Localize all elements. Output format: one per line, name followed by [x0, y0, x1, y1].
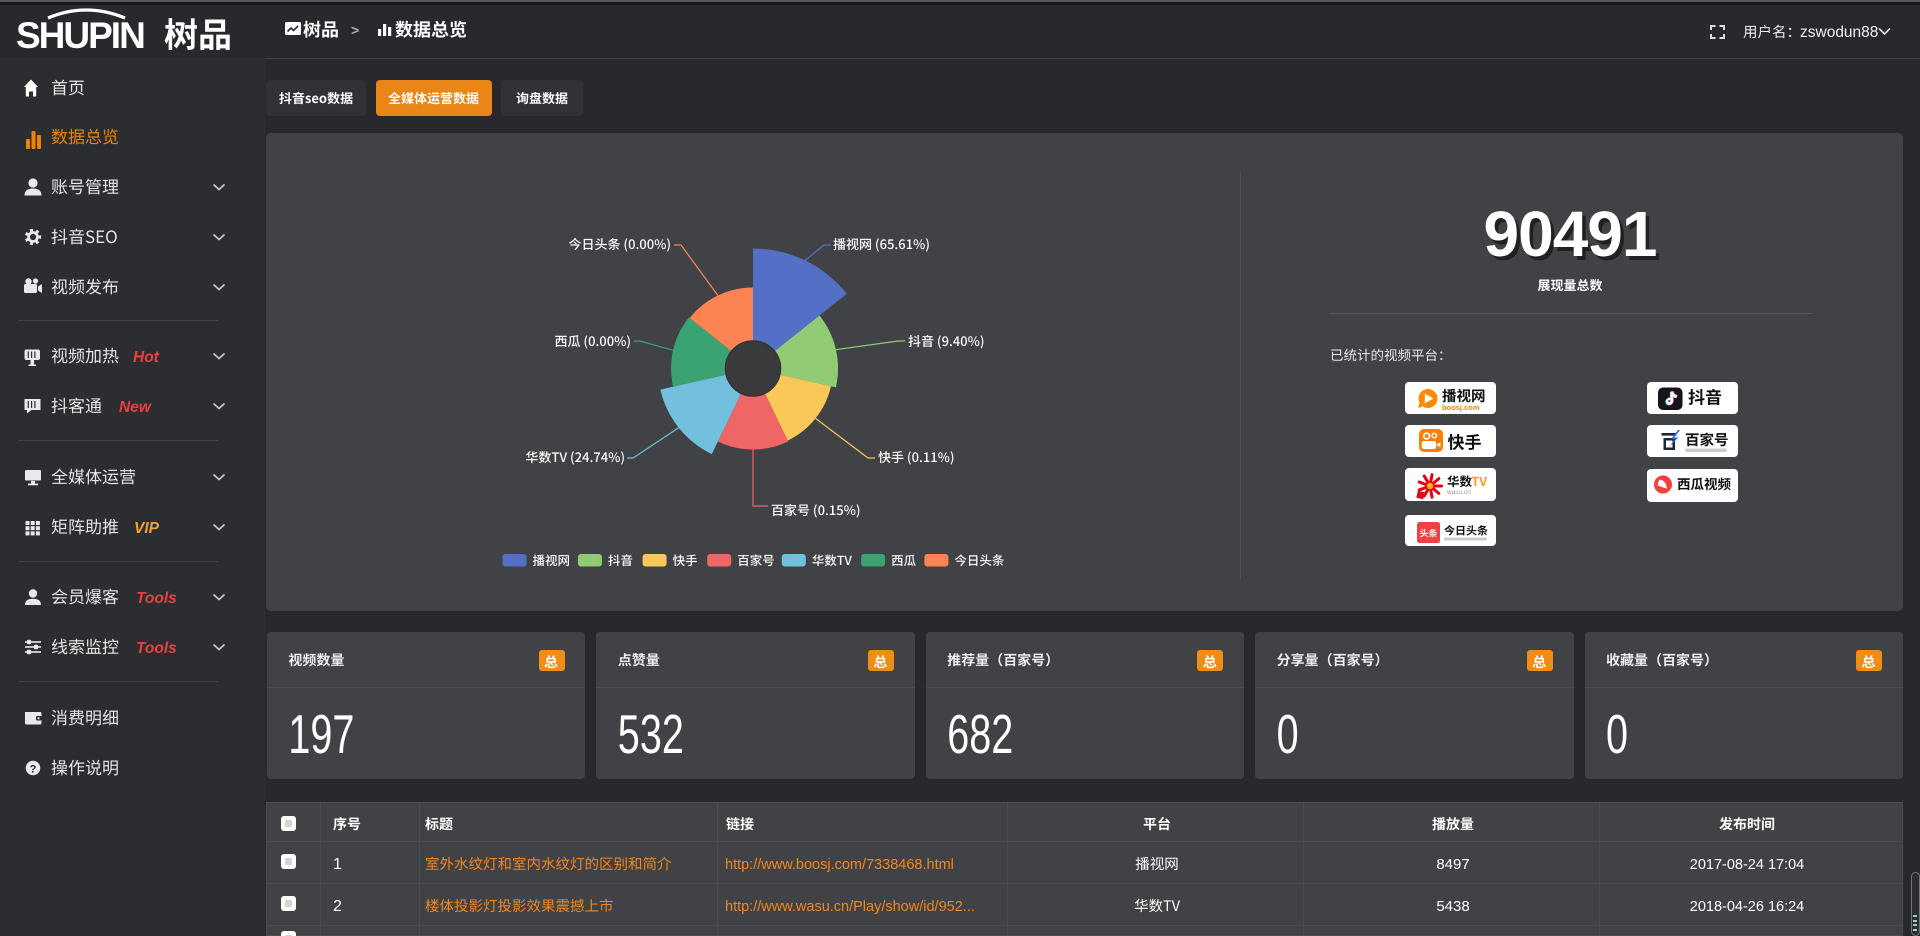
- svg-text:Hot: Hot: [133, 349, 160, 366]
- svg-text:http://www.wasu.cn/Play/show/i: http://www.wasu.cn/Play/show/id/952...: [725, 899, 975, 915]
- svg-text:Tools: Tools: [136, 590, 177, 607]
- svg-text:wasu.cn: wasu.cn: [1446, 489, 1471, 496]
- svg-text:2018-04-26 16:24: 2018-04-26 16:24: [1690, 899, 1805, 915]
- svg-text:Tools: Tools: [136, 640, 177, 657]
- svg-text:http://www.boosj.com/7338468.h: http://www.boosj.com/7338468.html: [725, 857, 954, 873]
- svg-text:?: ?: [30, 764, 37, 776]
- svg-text:0: 0: [1277, 705, 1299, 766]
- svg-text:1: 1: [333, 856, 342, 873]
- svg-text:8497: 8497: [1436, 856, 1469, 873]
- svg-text:boosj.com: boosj.com: [1442, 403, 1480, 412]
- svg-text:New: New: [119, 399, 152, 416]
- svg-text:VIP: VIP: [134, 520, 160, 537]
- svg-text:2017-08-24 17:04: 2017-08-24 17:04: [1690, 857, 1805, 873]
- svg-text:5438: 5438: [1436, 898, 1469, 915]
- svg-text:532: 532: [618, 705, 684, 766]
- svg-text:197: 197: [288, 705, 354, 766]
- svg-text:2: 2: [333, 898, 342, 915]
- svg-text:90491: 90491: [1487, 202, 1660, 274]
- svg-text:90491: 90491: [1484, 198, 1657, 270]
- svg-text:0: 0: [1606, 705, 1628, 766]
- svg-text:682: 682: [947, 705, 1013, 766]
- svg-text:zswodun88: zswodun88: [1800, 24, 1878, 41]
- svg-text:SHUPIN: SHUPIN: [16, 15, 144, 56]
- svg-text:>: >: [351, 22, 359, 38]
